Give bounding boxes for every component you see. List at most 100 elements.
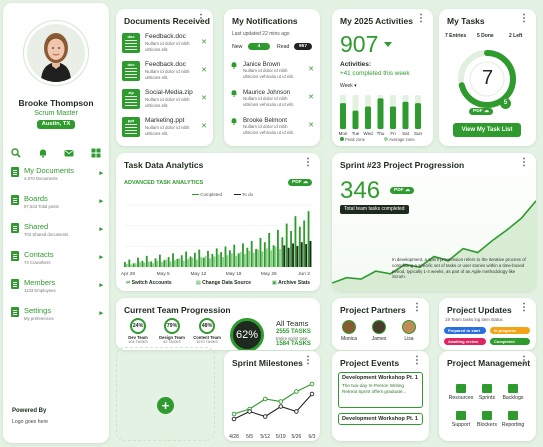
sidebar-item-my-documents[interactable]: My Documents 4,570 Documents ▸ <box>11 166 103 188</box>
notification-item[interactable]: Janice Brown Nullam id dolor id nibh ult… <box>230 61 314 83</box>
tab-new-count[interactable]: 4 <box>248 43 270 50</box>
team-content-progress: 48% Content Team 1070 TASKS <box>188 318 226 346</box>
project-management-card: Project Management ⋮ Resources Sprints B… <box>439 351 536 441</box>
pdf-export-button[interactable]: PDF ☁ <box>469 108 493 115</box>
file-desc: Nullam id dolor id nibh ultricies elit. <box>145 125 190 136</box>
tab-new-label[interactable]: New <box>232 44 243 50</box>
completed-bar <box>154 258 157 267</box>
status-badge[interactable]: In progress <box>490 327 530 334</box>
task-analytics-card: Task Data Analytics ⋮ ADVANCED TASK ANAL… <box>116 153 320 291</box>
todo-bar <box>300 242 303 267</box>
list-item[interactable]: doc Feedback.doc Nullam id dolor id nibh… <box>122 33 207 57</box>
profile-sidebar: Brooke Thompson Scrum Master Austin, TX … <box>3 3 109 443</box>
status-badge[interactable]: Prepared to start <box>444 327 486 334</box>
reporting-button[interactable]: Reporting <box>499 411 527 431</box>
notification-item[interactable]: Maurice Johnson Nullam id dolor id nibh … <box>230 89 314 111</box>
close-icon[interactable]: ✕ <box>201 95 207 102</box>
sprints-button[interactable]: Sprints <box>473 384 501 404</box>
project-updates-card: Project Updates ⋮ 19 Team tasks log item… <box>439 298 536 350</box>
change-data-source-link[interactable]: ▤ Change Data Source <box>196 280 252 286</box>
close-icon[interactable]: ✕ <box>308 94 314 101</box>
event-item[interactable]: Development Workshop Pt. 1 <box>338 413 423 425</box>
sidebar-item-shared[interactable]: Shared 703 Shared documents ▸ <box>11 222 103 244</box>
card-title: My 2025 Activities <box>340 16 413 26</box>
file-name: Marketing.ppt <box>145 117 185 124</box>
todo-bar <box>261 251 264 267</box>
tab-read-label[interactable]: Read <box>277 44 290 50</box>
more-options-icon[interactable]: ⋮ <box>519 355 529 366</box>
more-options-icon[interactable]: ⋮ <box>519 157 529 168</box>
mail-icon[interactable] <box>64 145 74 157</box>
activity-bar <box>352 110 359 129</box>
close-icon[interactable]: ✕ <box>201 123 207 130</box>
last-updated: Last updated 22 mins ago <box>232 31 290 37</box>
resources-button[interactable]: Resources <box>447 384 475 404</box>
more-options-icon[interactable]: ⋮ <box>412 302 422 313</box>
status-badge[interactable]: Completed <box>490 338 530 345</box>
card-title: Project Updates <box>447 305 512 315</box>
close-icon[interactable]: ✕ <box>308 122 314 129</box>
list-item[interactable]: doc Feedback.doc Nullam id dolor id nibh… <box>122 61 207 85</box>
period-select[interactable]: Week ▾ <box>340 83 357 89</box>
archive-stats-link[interactable]: ▣ Archive Stats <box>272 280 311 286</box>
more-options-icon[interactable]: ⋮ <box>412 355 422 366</box>
tasks-center-value: 7 <box>481 67 494 89</box>
documents-received-card: Documents Received ⋮ doc Feedback.doc Nu… <box>116 9 213 146</box>
card-title: Project Management <box>447 358 531 368</box>
sidebar-item-contacts[interactable]: Contacts 74 Coworkers ▸ <box>11 250 103 272</box>
backlogs-button[interactable]: Backlogs <box>499 384 527 404</box>
view-task-list-button[interactable]: View My Task List <box>453 123 521 137</box>
chevron-down-icon[interactable] <box>384 42 392 47</box>
blockers-button[interactable]: Blockers <box>473 411 501 431</box>
todo-bar <box>274 246 277 267</box>
x-tick-label: 5/5 <box>246 434 253 440</box>
activity-tick-label: Fri <box>390 131 395 136</box>
tab-read-count[interactable]: 957 <box>294 43 312 50</box>
notification-item[interactable]: Brooke Belmont Nullam id dolor id nibh u… <box>230 117 314 139</box>
event-item[interactable]: Development Workshop Pt. 1 The two-day I… <box>338 372 423 408</box>
search-icon[interactable] <box>11 145 21 158</box>
more-options-icon[interactable]: ⋮ <box>519 13 529 24</box>
list-item[interactable]: ppt Marketing.ppt Nullam id dolor id nib… <box>122 117 207 141</box>
completed-bar <box>277 229 279 267</box>
sidebar-item-sub: 4,570 Documents <box>24 176 58 181</box>
todo-bar <box>296 245 299 267</box>
close-icon[interactable]: ✕ <box>308 66 314 73</box>
status-badge[interactable]: Awaiting review <box>444 338 486 345</box>
more-options-icon[interactable]: ⋮ <box>416 13 426 24</box>
sprints-icon <box>482 384 492 393</box>
reporting-icon <box>508 411 518 420</box>
support-button[interactable]: Support <box>447 411 475 431</box>
pdf-export-button[interactable]: PDF ☁ <box>288 179 312 186</box>
add-widget-button[interactable]: + <box>157 397 174 414</box>
team-design-progress: 79% Design Team 42 TASKS <box>154 318 190 346</box>
completed-bar <box>211 253 214 267</box>
bell-icon[interactable] <box>38 145 48 158</box>
sidebar-item-boards[interactable]: Boards 97,543 Total posts ▸ <box>11 194 103 216</box>
more-options-icon[interactable]: ⋮ <box>303 157 313 168</box>
sprint-area-chart <box>332 200 536 291</box>
sidebar-item-settings[interactable]: Settings My preferences ▸ <box>11 306 103 328</box>
more-options-icon[interactable]: ⋮ <box>303 355 313 366</box>
bell-icon <box>231 118 237 125</box>
more-options-icon[interactable]: ⋮ <box>196 13 206 24</box>
completed-bar <box>132 263 135 267</box>
partner-avatar[interactable]: James <box>368 320 390 342</box>
milestone-point <box>262 396 268 402</box>
completed-bar <box>246 247 249 267</box>
partner-avatar[interactable]: Lisa <box>398 320 420 342</box>
activity-tick-label: Tue <box>352 131 360 136</box>
pdf-export-button[interactable]: PDF ☁ <box>390 187 414 194</box>
more-options-icon[interactable]: ⋮ <box>519 302 529 313</box>
sprint-caption: Total team tasks completed <box>340 205 409 214</box>
switch-accounts-link[interactable]: ⇄ Switch Accounts <box>126 280 172 286</box>
grid-icon[interactable] <box>91 145 101 158</box>
partner-avatar[interactable]: Monica <box>338 320 360 342</box>
close-icon[interactable]: ✕ <box>201 39 207 46</box>
sidebar-item-members[interactable]: Members 1133 Employees ▸ <box>11 278 103 300</box>
bell-icon <box>231 90 237 97</box>
close-icon[interactable]: ✕ <box>201 67 207 74</box>
todo-bar <box>213 256 216 267</box>
avatar[interactable] <box>24 21 88 85</box>
list-item[interactable]: zip Social-Media.zip Nullam id dolor id … <box>122 89 207 113</box>
